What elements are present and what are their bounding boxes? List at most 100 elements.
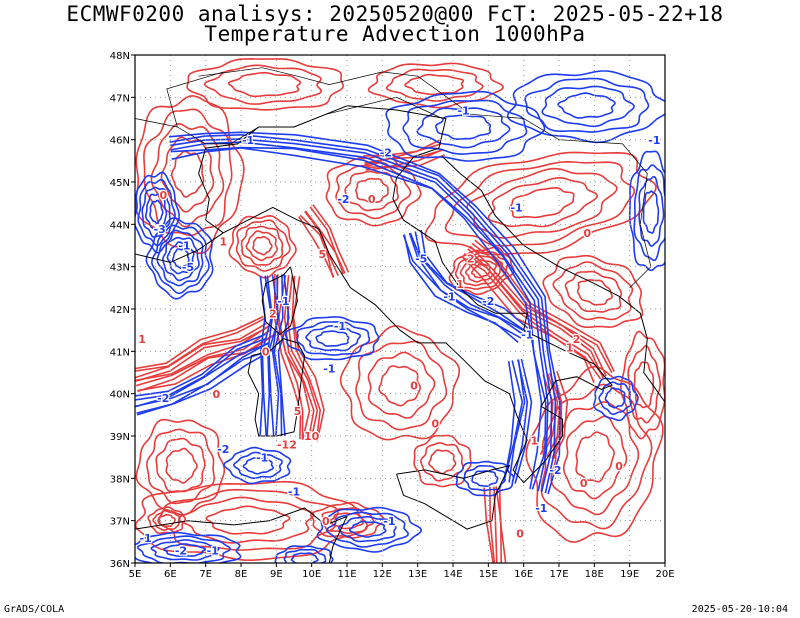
cold-contour <box>149 199 164 225</box>
cold-contour <box>541 85 635 128</box>
warm-contour <box>575 431 615 483</box>
chart-subtitle: Temperature Advection 1000hPa <box>204 22 586 46</box>
lon-label: 15E <box>479 569 498 580</box>
warm-contour <box>203 64 323 105</box>
border-line <box>177 96 443 145</box>
cold-contour <box>169 134 557 494</box>
contour-value-label: 2 <box>467 252 475 265</box>
cold-contour <box>642 190 660 234</box>
cold-contour <box>135 342 270 408</box>
grads-credit: GrADS/COLA <box>4 604 65 615</box>
warm-contour <box>509 187 575 219</box>
cold-contour <box>420 229 529 329</box>
warm-contour <box>448 246 515 296</box>
coastline <box>135 232 224 263</box>
contour-value-label: -1 <box>383 515 395 528</box>
lat-label: 46N <box>110 136 130 147</box>
coastlines <box>135 67 665 563</box>
cold-contour <box>524 77 650 133</box>
warm-contour <box>240 225 284 266</box>
warm-contour <box>378 365 421 407</box>
contour-value-label: -1 <box>521 329 533 342</box>
cold-contour <box>135 171 180 254</box>
warm-contour <box>135 325 270 382</box>
warm-contour <box>146 428 215 505</box>
lat-label: 41N <box>110 347 130 358</box>
warm-contour <box>157 488 339 551</box>
cold-contour <box>435 114 492 140</box>
border-line <box>198 67 652 289</box>
lon-label: 18E <box>585 569 604 580</box>
cold-contour <box>271 274 280 437</box>
contour-value-label: -2 <box>549 464 561 477</box>
warm-contour <box>633 361 655 409</box>
contour-value-label: 0 <box>615 460 623 473</box>
cold-contour <box>348 520 387 538</box>
warm-contour <box>355 340 448 431</box>
generation-timestamp: 2025-05-20-10:04 <box>691 604 788 615</box>
cold-contour <box>170 141 549 492</box>
warm-contour <box>540 383 653 530</box>
cold-contour <box>593 375 639 422</box>
cold-contour <box>171 147 543 490</box>
cold-contour <box>511 359 529 484</box>
lon-label: 14E <box>443 569 462 580</box>
contour-value-label: 2 <box>573 333 581 346</box>
contour-value-label: -5 <box>182 261 194 274</box>
lon-label: 8E <box>235 569 248 580</box>
warm-contour <box>186 58 344 111</box>
contour-value-label: 1 <box>456 278 464 291</box>
warm-contour <box>404 73 465 96</box>
cold-contour <box>136 349 273 416</box>
warm-contour <box>252 236 273 256</box>
cold-contour <box>261 275 273 437</box>
cold-contour <box>171 248 190 269</box>
cold-contour <box>414 231 527 332</box>
lon-label: 17E <box>549 569 568 580</box>
warm-contour <box>552 261 634 321</box>
chart-title: ECMWF0200 analisys: 20250520@00 FcT: 202… <box>66 2 724 26</box>
contour-value-label: -1 <box>256 451 268 464</box>
cold-contour <box>274 545 334 563</box>
warm-contour <box>310 501 386 539</box>
warm-contour <box>546 372 561 458</box>
contour-value-label: 1 <box>138 333 146 346</box>
contour-value-label: -3 <box>154 223 166 236</box>
contour-value-label: 0 <box>583 227 591 240</box>
cold-contour <box>403 234 519 344</box>
cold-contour <box>233 451 283 479</box>
cold-contour <box>471 470 499 487</box>
contour-value-label: -12 <box>277 439 297 452</box>
cold-contour <box>296 320 371 356</box>
warm-contour <box>135 325 270 383</box>
warm-contour <box>135 418 226 516</box>
warm-contour <box>424 151 657 256</box>
warm-contour <box>135 317 266 372</box>
contour-value-label: -1 <box>323 363 335 376</box>
cold-contour <box>277 274 290 437</box>
cold-contour <box>283 548 327 563</box>
warm-contour <box>365 154 446 171</box>
warm-contour <box>576 279 613 306</box>
warm-contour <box>135 315 264 370</box>
cold-contour <box>273 274 284 437</box>
warm-contour <box>137 334 276 392</box>
contour-value-label: -1 <box>535 502 547 515</box>
contour-value-label: -2 <box>217 443 229 456</box>
cold-contour <box>638 175 665 247</box>
warm-contour <box>278 274 311 440</box>
lat-label: 47N <box>110 93 130 104</box>
cold-contour <box>242 457 274 475</box>
contour-value-label: -1 <box>178 240 190 253</box>
warm-contour <box>150 123 225 228</box>
cold-contour <box>402 99 528 155</box>
lon-label: 12E <box>373 569 392 580</box>
cold-contour <box>305 325 362 352</box>
cold-contour <box>557 92 616 119</box>
cold-contour <box>166 241 195 275</box>
cold-contour <box>506 70 665 144</box>
warm-contour <box>273 274 302 440</box>
longitude-labels: 5E 6E 7E 8E 9E 10E 11E 12E 13E 14E 15E 16E 17E 18E 19E… <box>129 569 675 580</box>
lon-label: 7E <box>199 569 212 580</box>
cold-contour <box>169 138 553 493</box>
